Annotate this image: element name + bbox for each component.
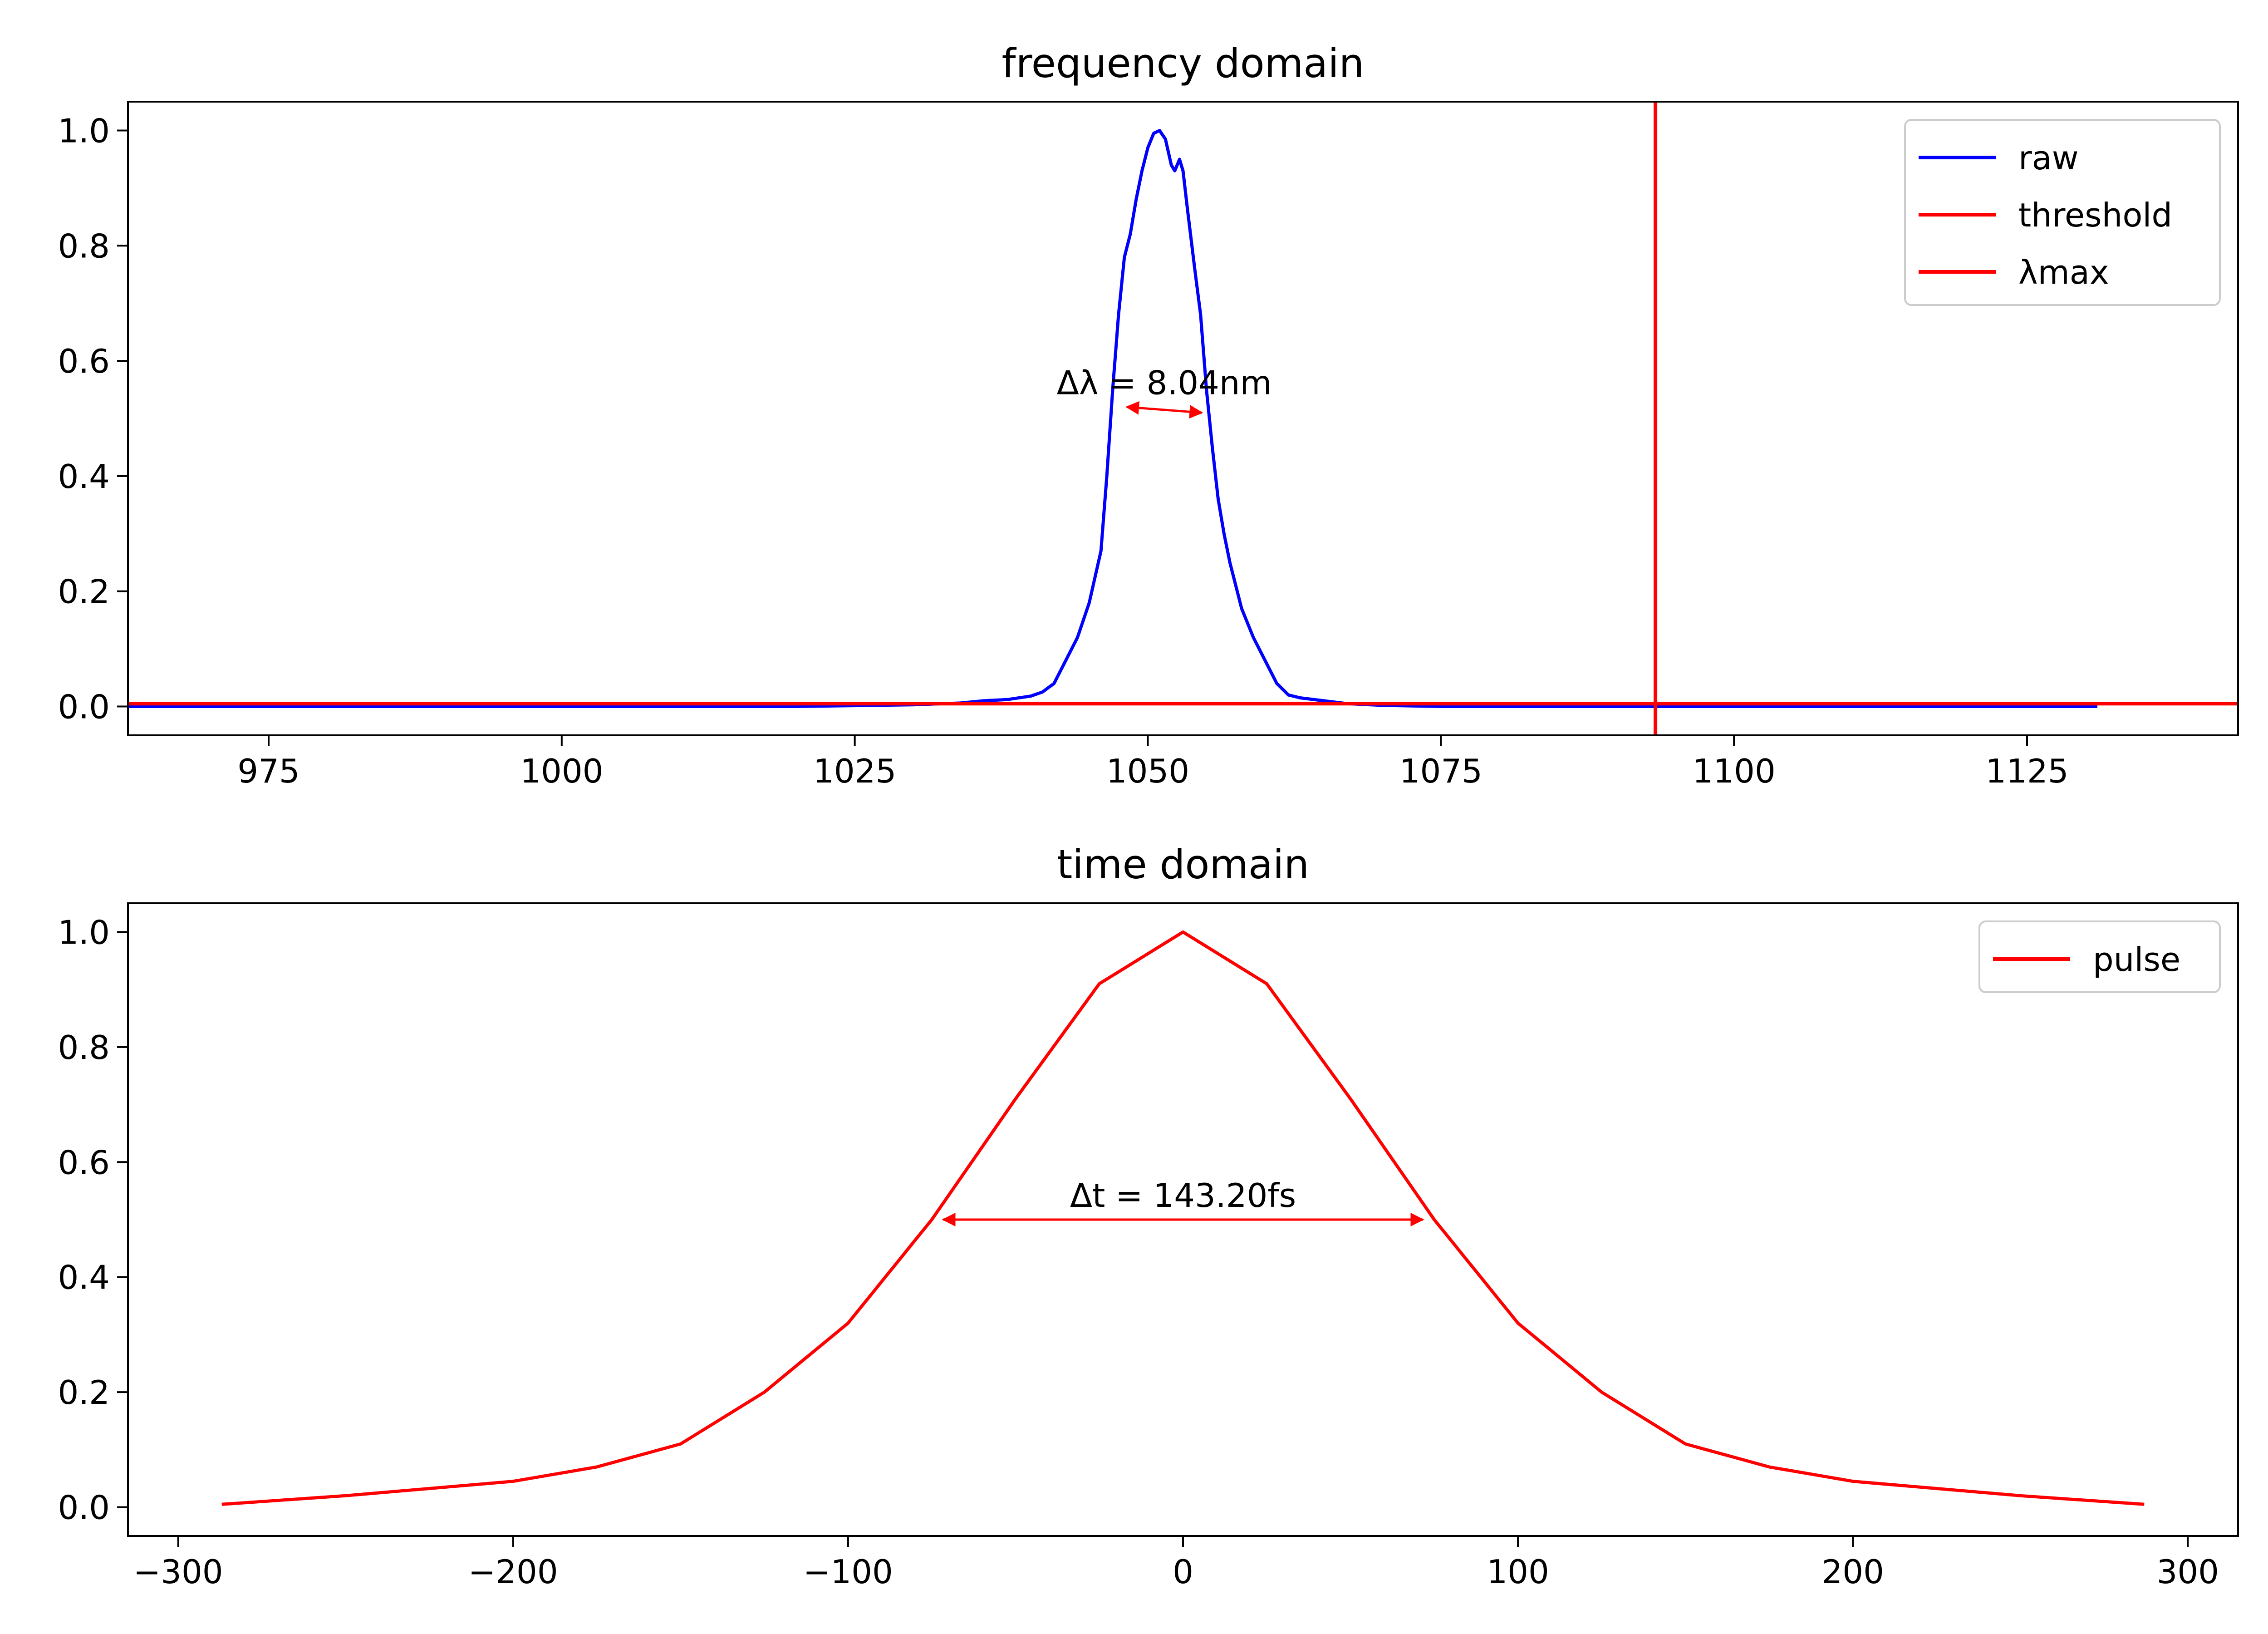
- time-domain-chart: time domain Δt = 143.20fs −300 −200 −100 0 100…: [58, 841, 2239, 1591]
- x-tick-label: 975: [237, 752, 299, 790]
- x-tick-label: 1025: [813, 752, 896, 790]
- chart-title: frequency domain: [1002, 40, 1365, 87]
- x-tick-label: 1125: [1985, 752, 2068, 790]
- fwhm-annotation: Δt = 143.20fs: [1070, 1176, 1296, 1215]
- y-tick-label: 0.0: [58, 688, 110, 726]
- y-tick-label: 0.2: [58, 1373, 110, 1412]
- series-raw-line: [128, 129, 2097, 708]
- legend-label: raw: [2018, 139, 2079, 177]
- x-tick-label: 0: [1173, 1553, 1193, 1591]
- y-tick-label: 1.0: [58, 112, 110, 150]
- y-tick-label: 0.6: [58, 342, 110, 380]
- y-tick-label: 0.4: [58, 458, 110, 496]
- legend: pulse: [1978, 920, 2221, 993]
- x-tick-label: 1100: [1693, 752, 1776, 790]
- legend-box: [1904, 119, 2221, 306]
- legend: raw threshold λmax: [1904, 119, 2221, 306]
- legend-label: λmax: [2018, 253, 2109, 291]
- y-tick-label: 1.0: [58, 913, 110, 951]
- x-tick-label: −300: [133, 1553, 223, 1591]
- plot-area: [128, 102, 2238, 735]
- x-tick-label: −200: [468, 1553, 558, 1591]
- y-tick-label: 0.4: [58, 1259, 110, 1297]
- y-tick-label: 0.8: [58, 1029, 110, 1067]
- plot-area: [221, 930, 2145, 1506]
- x-tick-label: 1050: [1106, 752, 1189, 790]
- fwhm-annotation: Δλ = 8.04nm: [1057, 364, 1272, 402]
- legend-label: pulse: [2093, 940, 2180, 979]
- series-pulse-line: [221, 930, 2145, 1506]
- x-tick-label: 1000: [520, 752, 603, 790]
- y-tick-label: 0.2: [58, 573, 110, 611]
- axes-frame: [127, 101, 2239, 736]
- x-tick-label: −100: [803, 1553, 893, 1591]
- x-tick-label: 100: [1487, 1553, 1549, 1591]
- x-tick-label: 200: [1821, 1553, 1884, 1591]
- x-tick-label: 300: [2157, 1553, 2219, 1591]
- x-tick-label: 1075: [1399, 752, 1483, 790]
- legend-label: threshold: [2018, 196, 2172, 234]
- fwhm-arrow: [1125, 401, 1203, 419]
- legend-box: [1978, 920, 2221, 993]
- y-tick-label: 0.8: [58, 227, 110, 265]
- y-tick-label: 0.6: [58, 1143, 110, 1181]
- frequency-domain-chart: frequency domain Δλ = 8.04nm 975 1000 1025 10…: [58, 40, 2239, 790]
- chart-title: time domain: [1057, 841, 1309, 888]
- y-tick-label: 0.0: [58, 1489, 110, 1527]
